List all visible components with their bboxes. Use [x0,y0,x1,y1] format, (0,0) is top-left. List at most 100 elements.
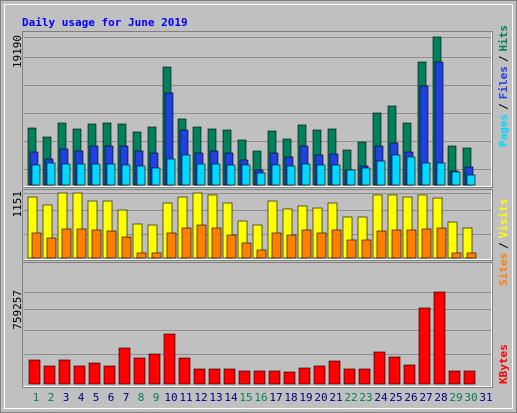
bar [301,229,312,259]
chart-title: Daily usage for June 2019 [22,16,188,29]
panel-bevel [23,190,492,260]
x-tick-label: 3 [63,391,70,404]
x-tick-label: 2 [48,391,55,404]
bar [28,359,41,385]
panel-bevel [23,32,492,187]
bar [88,362,101,385]
y-tick-label: 759257 [11,290,24,330]
bar [361,239,372,259]
bar [376,160,386,186]
y-tick-label: 1151 [11,191,24,218]
bar [418,307,431,385]
bar [193,368,206,385]
bar [436,227,447,259]
bar [136,165,146,186]
bar [106,163,116,186]
x-tick-label: 1 [33,391,40,404]
bar [166,158,176,186]
bar [268,370,281,385]
bar [61,228,72,259]
bar [451,252,462,259]
legend-entry: Files [497,66,510,99]
bar [391,154,401,186]
bar [241,242,252,259]
x-tick-label: 14 [224,391,238,404]
bar [286,165,296,186]
x-tick-label: 21 [329,391,342,404]
bar [211,163,221,186]
bar [466,252,477,259]
bar [466,174,476,186]
x-tick-label: 20 [314,391,327,404]
x-tick-label: 5 [93,391,100,404]
bar [388,356,401,385]
bar [451,171,461,186]
bar [316,232,327,259]
bar [226,234,237,259]
bar [91,163,101,186]
x-tick-label: 25 [389,391,402,404]
x-tick-label: 18 [284,391,297,404]
bar [346,239,357,259]
x-tick-label: 28 [434,391,447,404]
bar [373,351,386,385]
x-tick-label: 4 [78,391,85,404]
x-tick-label: 15 [239,391,252,404]
bar [211,227,222,259]
bar [43,365,56,385]
x-tick-label: 10 [164,391,177,404]
bar [406,229,417,259]
x-tick-label: 8 [138,391,145,404]
bar [271,232,282,259]
bar [226,164,236,186]
x-tick-label: 31 [479,391,492,404]
bar [391,229,402,259]
bar [313,365,326,385]
bar [76,163,86,186]
bar [178,357,191,385]
bar [238,370,251,385]
legend-entry: KBytes [497,344,510,384]
bar [61,163,71,186]
bar [46,162,56,186]
bar [223,368,236,385]
x-tick-label: 9 [153,391,160,404]
bar [463,370,476,385]
legend: Sites / Visits [497,199,510,287]
legend-entry: Pages [497,114,510,147]
bar [73,365,86,385]
x-tick-label: 7 [123,391,130,404]
bar [181,154,191,186]
bar [31,164,41,186]
bar [46,237,57,259]
legend-separator: / [497,55,510,62]
bar [331,164,341,186]
bar [358,368,371,385]
bar [151,167,161,186]
bar [271,164,281,186]
bar [133,357,146,385]
x-tick-label: 11 [179,391,192,404]
bar [403,364,416,385]
bar [163,333,176,385]
bar [196,163,206,186]
bar [166,232,177,259]
bar [148,353,161,385]
legend: KBytes [497,344,510,384]
panel-bevel [23,263,492,387]
bar [121,164,131,186]
bar [76,228,87,259]
bar [136,252,147,259]
bar [421,228,432,259]
bar [196,224,207,259]
legend-separator: / [497,242,510,249]
x-tick-label: 27 [419,391,432,404]
bar [253,370,266,385]
bar [118,347,131,385]
bar [151,252,162,259]
x-tick-label: 24 [374,391,388,404]
bar [283,371,296,385]
x-tick-label: 12 [194,391,207,404]
bar [447,221,458,259]
